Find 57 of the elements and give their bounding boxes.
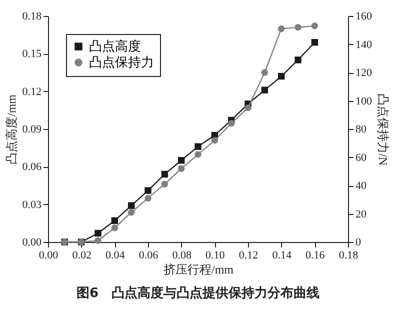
x-tick-label: 0.12: [238, 250, 258, 262]
point: [128, 208, 135, 216]
x-tick-label: 0.06: [138, 250, 159, 262]
y2-tick-label: 140: [356, 38, 372, 51]
text: 图6 凸点高度与凸点提供保持力分布曲线: [76, 285, 320, 301]
y-tick-label: 0.12: [22, 86, 42, 98]
y2-tick-label: 0: [356, 236, 362, 248]
point: [161, 180, 168, 188]
x-tick-label: 0.08: [172, 250, 192, 262]
point: [294, 56, 302, 64]
point: [211, 136, 218, 144]
point: [161, 170, 168, 178]
point: [244, 104, 252, 112]
y2-tick-label: 20: [356, 208, 367, 220]
point: [111, 217, 118, 224]
x-tick-label: 0.10: [206, 250, 226, 262]
point: [261, 86, 268, 94]
point: [111, 224, 118, 232]
y-tick-label: 0.09: [22, 124, 42, 136]
y2-tick-label: 160: [356, 10, 372, 22]
y2-axis-title: 凸点保持力/N: [376, 94, 390, 166]
point: [294, 24, 302, 31]
y-tick-label: 0.15: [22, 48, 42, 60]
point: [311, 39, 318, 46]
point: [178, 157, 185, 164]
point: [228, 120, 235, 127]
y2-tick-label: 40: [356, 180, 367, 192]
legend-label: 凸点高度: [89, 38, 141, 54]
point: [311, 22, 318, 30]
point: [144, 194, 152, 202]
point: [94, 237, 102, 244]
point: [278, 25, 285, 32]
x-tick-label: 0.02: [72, 250, 92, 262]
x-tick-label: 0.14: [272, 250, 292, 262]
point: [194, 143, 202, 150]
x-tick-label: 0.18: [338, 250, 359, 262]
point: [261, 69, 268, 76]
y-tick-label: 0.06: [22, 161, 42, 174]
x-tick-label: 0.00: [38, 250, 59, 262]
y2-tick-label: 100: [356, 95, 372, 108]
y-tick-label: 0.18: [22, 10, 42, 22]
y-tick-label: 0.03: [22, 198, 42, 211]
y-tick-label: 0.00: [22, 236, 42, 248]
point: [144, 187, 152, 194]
point: [128, 202, 135, 209]
y2-tick-label: 80: [356, 124, 367, 136]
y2-tick-label: 120: [356, 67, 372, 79]
point: [194, 151, 202, 158]
x-axis-title: 挤压行程/mm: [163, 262, 234, 276]
y-axis-title: 凸点高度/mm: [4, 94, 18, 165]
point: [278, 72, 285, 80]
y2-tick-label: 60: [356, 152, 367, 164]
x-tick-label: 0.04: [106, 250, 126, 262]
point: [94, 230, 102, 237]
point: [178, 165, 185, 172]
x-tick-label: 0.16: [306, 250, 326, 262]
legend-label: 凸点保持力: [89, 54, 154, 70]
